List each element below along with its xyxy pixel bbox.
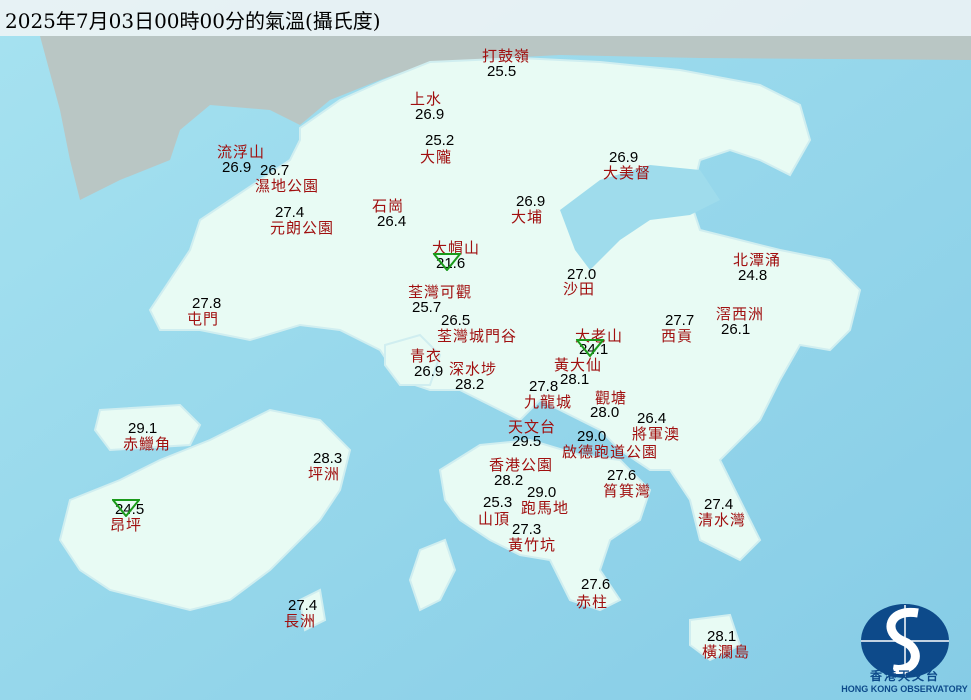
hong-kong-island	[438, 438, 652, 612]
station-temperature: 29.1	[128, 420, 158, 437]
station-name: 觀塘	[595, 389, 628, 407]
station-name: 香港公園	[489, 456, 554, 474]
station-temperature: 25.7	[412, 299, 442, 316]
station-temperature: 29.0	[527, 484, 557, 501]
station-name: 元朗公園	[270, 219, 335, 237]
station-temperature: 27.4	[704, 496, 734, 513]
station-name: 大帽山	[432, 239, 481, 257]
station-name: 山頂	[478, 510, 511, 528]
station-temperature: 26.1	[721, 321, 751, 338]
station-temperature: 26.9	[609, 149, 639, 166]
station-temperature: 26.7	[260, 162, 290, 179]
station-temperature: 28.1	[707, 628, 737, 645]
station-temperature: 24.1	[579, 341, 609, 358]
station-name: 黃竹坑	[508, 536, 557, 554]
station-name: 西貢	[661, 327, 694, 345]
station-name: 深水埗	[449, 360, 498, 378]
station-name: 打鼓嶺	[482, 47, 531, 65]
station-name: 坪洲	[308, 465, 341, 483]
station-temperature: 27.8	[529, 378, 559, 395]
station-temperature: 26.9	[516, 193, 546, 210]
station-temperature: 26.4	[377, 213, 407, 230]
station-name: 荃灣城門谷	[437, 327, 518, 345]
chek-lap-kok	[93, 403, 202, 452]
station-name: 濕地公園	[255, 177, 320, 195]
station-name: 九龍城	[524, 393, 573, 411]
min-temperature-triangle-icon	[112, 499, 140, 517]
station-name: 大隴	[420, 148, 453, 166]
station-name: 大美督	[603, 164, 652, 182]
waglan-island	[689, 613, 742, 662]
station-name: 荃灣可觀	[408, 283, 473, 301]
station-name: 將軍澳	[632, 425, 681, 443]
title-bar: 2025年7月03日00時00分的氣溫(攝氏度)	[0, 0, 971, 36]
station-temperature: 27.0	[567, 266, 597, 283]
station-temperature: 25.5	[487, 63, 517, 80]
logo-name-english: HONG KONG OBSERVATORY	[841, 684, 968, 694]
min-temperature-triangle-icon	[433, 253, 461, 271]
station-name: 流浮山	[217, 143, 266, 161]
station-temperature: 28.0	[590, 404, 620, 421]
station-name: 上水	[410, 90, 443, 108]
station-name: 北潭涌	[733, 251, 782, 269]
map-title: 2025年7月03日00時00分的氣溫(攝氏度)	[5, 9, 381, 33]
station-temperature: 28.3	[313, 450, 343, 467]
station-temperature: 25.3	[483, 494, 513, 511]
station-name: 滘西洲	[716, 305, 765, 323]
lantau-island	[58, 408, 352, 612]
shenzhen-satellite-area	[40, 36, 971, 200]
station-name: 橫瀾島	[702, 643, 751, 661]
station-name: 赤鱲角	[123, 435, 172, 453]
station-temperature: 27.6	[581, 576, 611, 593]
station-name: 赤柱	[576, 593, 609, 611]
station-temperature: 24.8	[738, 267, 768, 284]
station-name: 清水灣	[698, 511, 747, 529]
tsing-yi	[384, 333, 442, 386]
station-temperature: 27.6	[607, 467, 637, 484]
tolo-harbour	[560, 165, 720, 270]
lamma-island	[408, 538, 457, 612]
station-temperature: 26.9	[414, 363, 444, 380]
station-name: 石崗	[372, 197, 405, 215]
station-name: 跑馬地	[521, 499, 570, 517]
station-name: 屯門	[187, 310, 220, 328]
station-temperature: 27.8	[192, 295, 222, 312]
hko-logo-icon	[861, 604, 949, 678]
station-temperature: 26.9	[222, 159, 252, 176]
station-temperature: 27.4	[288, 597, 318, 614]
station-temperature: 21.6	[436, 255, 466, 272]
station-temperature: 28.2	[455, 376, 485, 393]
station-temperature: 27.4	[275, 204, 305, 221]
station-name: 昂坪	[110, 516, 143, 534]
station-name: 青衣	[410, 347, 443, 365]
station-name: 長洲	[284, 612, 317, 630]
station-name: 沙田	[563, 280, 596, 298]
station-name: 黃大仙	[554, 356, 603, 374]
station-name: 天文台	[508, 418, 557, 436]
station-name: 筲箕灣	[603, 482, 652, 500]
station-temperature: 26.5	[441, 312, 471, 329]
station-name: 啟德跑道公園	[562, 443, 659, 461]
station-temperature: 26.9	[415, 106, 445, 123]
station-temperature: 28.1	[560, 371, 590, 388]
station-temperature: 27.7	[665, 312, 695, 329]
logo-name-chinese: 香港天文台	[869, 669, 940, 683]
station-temperature: 24.5	[115, 501, 145, 518]
station-temperature: 25.2	[425, 132, 455, 149]
station-temperature: 28.2	[494, 472, 524, 489]
station-temperature: 29.5	[512, 433, 542, 450]
station-name: 大埔	[511, 208, 544, 226]
station-temperature: 26.4	[637, 410, 667, 427]
station-temperature: 29.0	[577, 428, 607, 445]
station-temperature: 27.3	[512, 521, 542, 538]
cheung-chau	[298, 588, 327, 632]
min-temperature-triangle-icon	[576, 339, 604, 357]
